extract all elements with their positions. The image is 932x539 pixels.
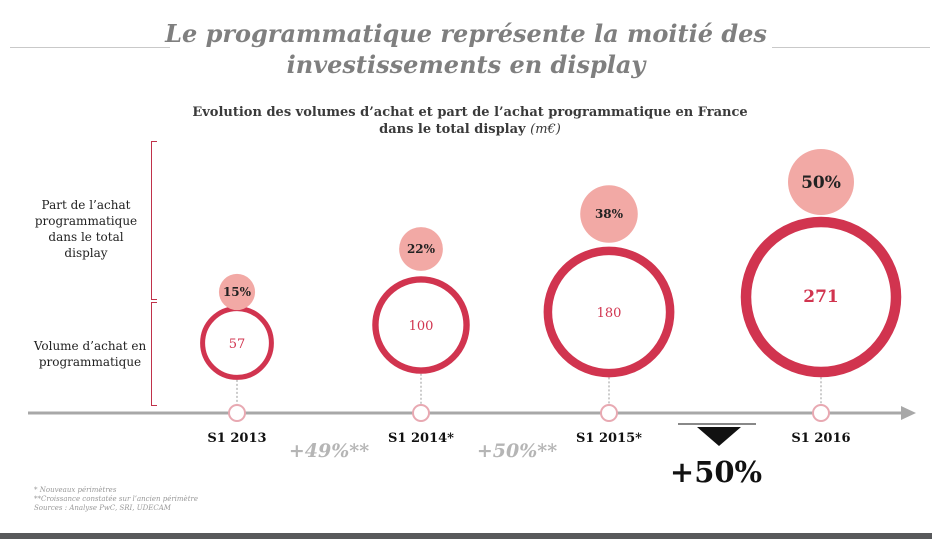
volume-ring [372, 276, 470, 374]
volume-label: 57 [229, 337, 246, 352]
title-rule-left [10, 47, 170, 48]
category-label: S1 2016 [791, 431, 850, 446]
chart-subtitle: Evolution des volumes d’achat et part de… [180, 104, 760, 138]
share-label: 15% [223, 285, 252, 299]
growth-label: +50%** [477, 440, 557, 462]
volume-ring [543, 246, 675, 378]
volume-label: 180 [597, 306, 622, 321]
footnotes: * Nouveaux périmètres **Croissance const… [34, 486, 198, 513]
volume-ring [740, 216, 902, 378]
axis-marker [412, 404, 430, 422]
page-title: Le programmatique représente la moitié d… [165, 19, 767, 79]
timeline-arrowhead [901, 406, 916, 420]
share-bubble [218, 273, 256, 311]
share-label: 22% [407, 242, 436, 256]
share-bubble [788, 149, 854, 215]
category-label: S1 2014* [388, 431, 454, 446]
footnote-new-scope: * Nouveaux périmètres [34, 486, 117, 494]
axis-marker [600, 404, 618, 422]
chart-subtitle-text: Evolution des volumes d’achat et part de… [192, 105, 748, 137]
share-row-bracket [151, 141, 157, 300]
bottom-bar [0, 533, 932, 539]
highlight-arrow [697, 427, 741, 446]
chart-subtitle-unit: (m€) [530, 122, 561, 137]
share-label: 38% [595, 207, 624, 221]
category-label: S1 2015* [576, 431, 642, 446]
share-bubble [580, 185, 638, 243]
volume-row-label: Volume d’achat en programmatique [33, 339, 147, 369]
category-label: S1 2013 [207, 431, 266, 446]
title-rule-right [772, 47, 930, 48]
axis-marker [228, 404, 246, 422]
growth-label: +49%** [289, 440, 369, 462]
share-bubble [399, 227, 443, 271]
volume-label: 271 [803, 287, 839, 307]
share-label: 50% [801, 173, 841, 193]
footnote-sources: Sources : Analyse PwC, SRI, UDECAM [34, 504, 171, 512]
footnote-growth: **Croissance constatée sur l’ancien péri… [34, 495, 198, 503]
share-row-label: Part de l’achat programmatique dans le t… [34, 198, 138, 260]
volume-label: 100 [409, 319, 434, 334]
highlight-growth-label: +50% [670, 455, 762, 489]
volume-row-bracket [151, 302, 157, 406]
axis-marker [812, 404, 830, 422]
